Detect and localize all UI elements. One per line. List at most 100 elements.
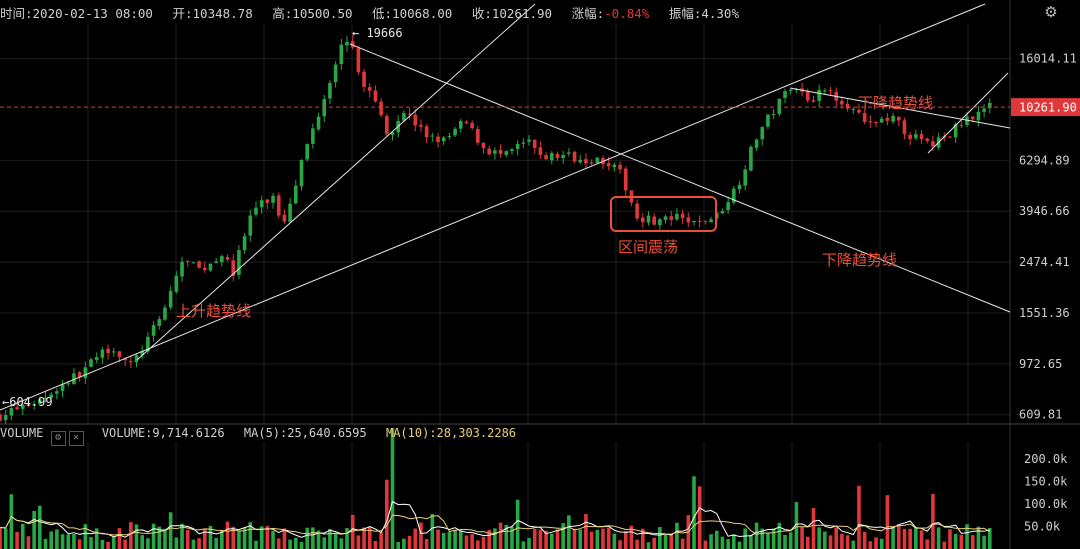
candle-body	[493, 150, 497, 154]
volume-bar	[618, 540, 622, 549]
volume-bar	[282, 528, 287, 549]
candle-body	[532, 139, 537, 148]
candle-body	[322, 99, 327, 117]
candle-body	[220, 256, 224, 263]
candle-body	[38, 399, 42, 405]
volume-bar	[146, 538, 150, 549]
candle-body	[106, 348, 110, 354]
volume-bar	[771, 528, 776, 549]
volume-bar	[544, 530, 548, 549]
volume-bar	[851, 540, 856, 549]
volume-bar	[3, 528, 8, 549]
volume-bar	[242, 527, 247, 549]
volume-bar	[601, 528, 605, 549]
candle-body	[481, 142, 486, 148]
volume-bar	[265, 526, 270, 549]
candle-body	[663, 216, 668, 220]
volume-bar	[26, 536, 31, 549]
volume-bar	[231, 526, 236, 549]
candle-body	[828, 90, 833, 92]
candle-body	[242, 236, 247, 251]
annotation-uptrend: 上升趋势线	[176, 302, 251, 320]
volume-bar	[208, 525, 213, 549]
candle-body	[180, 261, 184, 277]
volume-tick-label: 100.0k	[1024, 497, 1068, 511]
volume-bar	[339, 538, 344, 549]
y-tick-label: 972.65	[1019, 357, 1062, 371]
candle-body	[788, 89, 793, 91]
volume-bar	[350, 514, 355, 549]
volume-bar	[129, 522, 133, 549]
chart-grid	[0, 24, 1010, 549]
candle-body	[66, 383, 71, 385]
candle-body	[612, 164, 617, 168]
volume-bar	[447, 532, 452, 549]
candle-body	[589, 162, 594, 164]
volume-bar	[953, 533, 958, 549]
volume-bar	[931, 494, 935, 549]
candle-body	[692, 220, 696, 223]
annotation-downtrend: 下降趋势线	[822, 251, 897, 269]
y-tick-label: 609.81	[1019, 408, 1062, 422]
volume-bar	[498, 522, 503, 549]
candle-body	[163, 307, 167, 320]
candle-body	[874, 122, 878, 124]
candle-body	[754, 139, 759, 148]
volume-bar	[902, 529, 907, 549]
volume-bar	[476, 540, 480, 549]
uptrend-line-short	[136, 3, 536, 361]
candle-body	[294, 185, 298, 204]
candle-body	[367, 87, 372, 91]
volume-bar	[38, 505, 42, 549]
volume-bar	[896, 525, 901, 549]
settings-icon[interactable]: ⚙	[50, 431, 66, 446]
volume-bar	[49, 531, 53, 549]
volume-bar	[942, 541, 947, 549]
volume-bar	[66, 534, 71, 549]
uptrend-line-recent	[927, 72, 1009, 154]
change-field: 涨幅:-0.84%	[571, 6, 650, 21]
volume-bar	[760, 528, 765, 549]
close-icon[interactable]: ✕	[68, 431, 84, 446]
candle-body	[680, 213, 685, 218]
volume-bar	[220, 530, 224, 549]
volume-bar	[345, 528, 349, 549]
candle-body	[15, 407, 19, 410]
volume-bar	[777, 522, 782, 549]
volume-bar	[367, 526, 372, 549]
candle-body	[259, 200, 264, 208]
volume-bar	[754, 522, 759, 549]
candle-body	[908, 134, 912, 140]
volume-bar	[743, 528, 747, 549]
candle-body	[726, 202, 730, 211]
gear-icon[interactable]: ⚙	[1044, 3, 1058, 21]
candle-body	[248, 215, 253, 236]
candle-body	[157, 319, 162, 326]
range-box	[610, 196, 717, 232]
candle-body	[641, 217, 645, 223]
downtrend-line-long	[349, 43, 1011, 313]
candle-body	[669, 216, 674, 220]
candle-body	[168, 291, 173, 308]
volume-bar	[123, 539, 127, 549]
volume-bar	[333, 533, 338, 549]
candle-body	[424, 126, 429, 138]
candle-body	[618, 164, 622, 170]
candle-body	[606, 163, 611, 167]
volume-bar	[396, 542, 400, 549]
volume-bar	[311, 527, 315, 549]
volume-bar	[641, 528, 645, 549]
volume-bar	[732, 534, 736, 549]
candle-body	[94, 357, 99, 360]
candle-body	[299, 159, 304, 187]
volume-bar	[663, 534, 668, 549]
volume-bar	[0, 527, 2, 549]
candle-body	[703, 221, 708, 223]
volume-indicator-label: VOLUME	[0, 426, 44, 440]
volume-bar	[555, 529, 560, 549]
volume-bar	[874, 537, 878, 549]
candle-body	[658, 219, 662, 226]
candle-body	[407, 113, 412, 115]
candle-body	[823, 90, 827, 92]
